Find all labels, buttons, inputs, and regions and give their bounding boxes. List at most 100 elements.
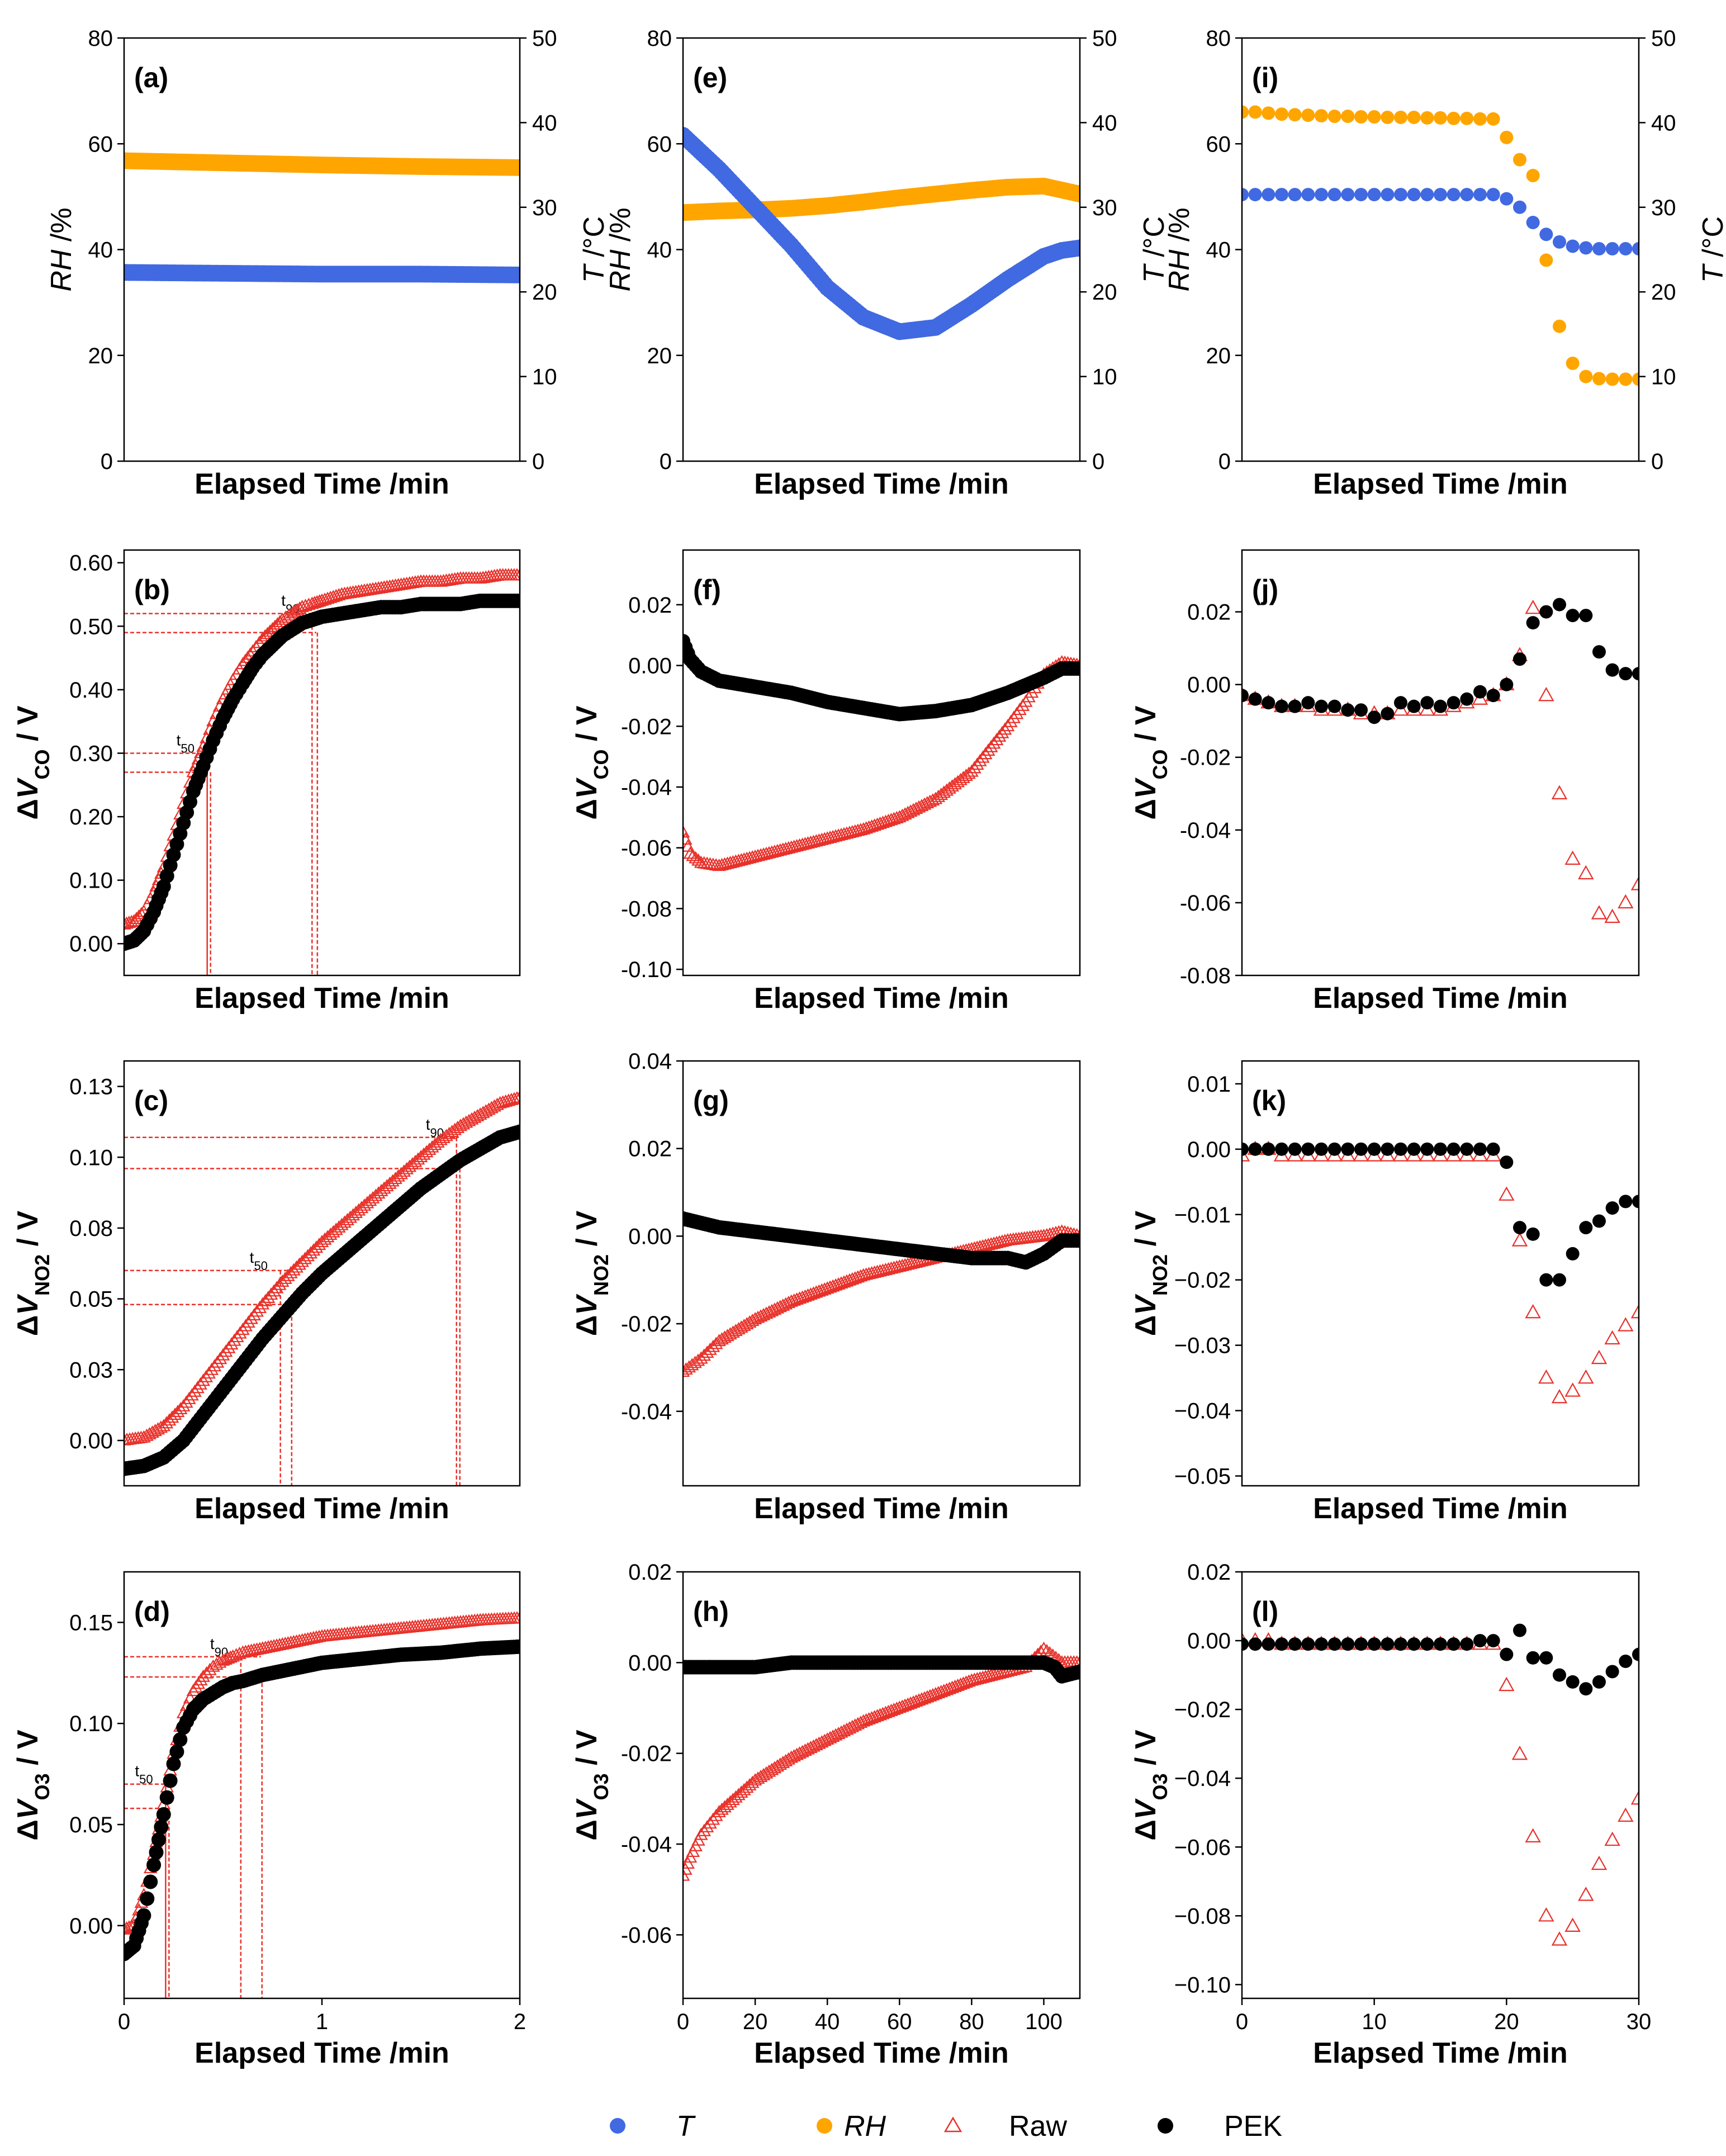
data-point bbox=[884, 1703, 898, 1716]
data-point bbox=[224, 1337, 239, 1350]
data-point bbox=[1526, 1227, 1540, 1241]
data-point bbox=[873, 1708, 887, 1721]
data-point bbox=[987, 1236, 1001, 1249]
y-axis-label: ΔVCO / V bbox=[12, 705, 54, 819]
data-point bbox=[912, 1254, 926, 1267]
data-point bbox=[694, 1827, 708, 1840]
data-point bbox=[951, 1678, 965, 1691]
data-point bbox=[697, 1823, 711, 1836]
plot-area bbox=[124, 1090, 520, 1476]
data-point bbox=[940, 1683, 954, 1695]
data-point bbox=[210, 1355, 225, 1368]
data-point bbox=[903, 1257, 918, 1269]
legend-item-T: T bbox=[610, 2110, 696, 2143]
data-point bbox=[439, 1129, 453, 1141]
y-tick-label: −0.02 bbox=[1174, 1268, 1231, 1293]
data-point bbox=[513, 593, 520, 608]
data-point bbox=[1327, 1637, 1341, 1651]
data-point bbox=[501, 1093, 516, 1106]
data-point bbox=[1073, 661, 1080, 676]
data-point bbox=[233, 1326, 247, 1339]
data-point bbox=[998, 722, 1012, 735]
data-point bbox=[770, 844, 785, 856]
data-point bbox=[1486, 1634, 1500, 1648]
data-point bbox=[249, 639, 263, 652]
plot-area bbox=[124, 568, 520, 951]
data-point bbox=[264, 1287, 278, 1300]
data-point bbox=[1341, 703, 1355, 717]
axes-frame bbox=[123, 37, 521, 462]
data-point bbox=[320, 591, 335, 604]
y-axis-label: RH /% bbox=[45, 207, 78, 291]
data-point bbox=[889, 1702, 904, 1714]
y-tick-label: -0.06 bbox=[1180, 891, 1231, 916]
y-tick-label: 0.05 bbox=[69, 1287, 113, 1312]
data-point bbox=[1248, 1637, 1262, 1651]
data-point bbox=[1605, 372, 1619, 386]
data-point bbox=[1538, 686, 1554, 702]
data-point bbox=[1630, 1304, 1639, 1319]
data-point bbox=[511, 159, 520, 176]
data-point bbox=[332, 587, 346, 600]
y-ticks: −0.05 −0.04 −0.03 −0.02 −0.01 0.00 0.01 bbox=[1174, 1072, 1242, 1489]
data-point bbox=[804, 1287, 818, 1300]
data-point bbox=[703, 1816, 717, 1829]
data-point bbox=[1262, 188, 1275, 202]
y-tick-label: 0.13 bbox=[69, 1075, 113, 1100]
y-tick-label: 0.03 bbox=[69, 1358, 113, 1382]
data-point bbox=[245, 644, 260, 657]
y-ticks: 0.00 0.05 0.10 0.15 bbox=[69, 1610, 124, 1939]
data-point bbox=[942, 781, 956, 794]
data-point bbox=[1248, 188, 1262, 202]
y-tick-label: 0.15 bbox=[69, 1610, 113, 1635]
panel-k: −0.05 −0.04 −0.03 −0.02 −0.01 0.00 0.01 Elapsed… bbox=[1130, 1060, 1640, 1525]
data-point bbox=[937, 785, 951, 798]
y-ticks: −0.10 −0.08 −0.06 −0.04 −0.02 0.00 0.02 bbox=[1174, 1560, 1242, 1997]
data-point bbox=[1500, 1647, 1514, 1661]
data-point bbox=[978, 747, 993, 760]
data-point bbox=[156, 1807, 171, 1822]
data-point bbox=[1315, 699, 1328, 713]
data-point bbox=[756, 847, 771, 860]
data-point bbox=[862, 820, 876, 833]
data-point bbox=[807, 835, 821, 847]
data-point bbox=[892, 1700, 907, 1713]
data-point bbox=[166, 1756, 181, 1771]
data-point bbox=[781, 841, 795, 854]
data-point bbox=[1420, 188, 1434, 202]
data-point bbox=[784, 1294, 798, 1307]
data-point bbox=[1499, 1676, 1515, 1691]
panel-label: (d) bbox=[134, 1596, 170, 1627]
data-point bbox=[742, 851, 757, 864]
data-point bbox=[511, 266, 520, 283]
data-point bbox=[992, 1235, 1007, 1248]
y-ticks: -0.08 -0.06 -0.04 -0.02 0.00 0.02 bbox=[1180, 600, 1242, 988]
data-point bbox=[513, 568, 520, 581]
legend-item-RH: RH bbox=[817, 2110, 886, 2143]
data-point bbox=[1262, 106, 1275, 120]
guide-label-t90: t90 bbox=[210, 1635, 228, 1659]
y-axis-label: ΔVNO2 / V bbox=[12, 1211, 54, 1336]
data-point bbox=[1288, 188, 1302, 202]
y-axis-label: ΔVO3 / V bbox=[12, 1729, 54, 1840]
y-tick-label: 0.05 bbox=[69, 1813, 113, 1837]
data-point bbox=[876, 816, 890, 828]
y-axis-label: ΔVO3 / V bbox=[571, 1729, 613, 1840]
data-point bbox=[207, 1359, 222, 1372]
data-point bbox=[795, 1290, 809, 1303]
data-point bbox=[1460, 111, 1474, 125]
data-point bbox=[1301, 188, 1315, 202]
series-Raw bbox=[1242, 599, 1639, 923]
data-point bbox=[848, 1271, 862, 1284]
y-ticks: 0.00 0.10 0.20 0.30 0.40 0.50 0.60 bbox=[69, 551, 124, 956]
data-point bbox=[840, 1274, 854, 1287]
data-point bbox=[1288, 108, 1302, 122]
data-point bbox=[229, 1648, 243, 1661]
data-point bbox=[1513, 652, 1526, 666]
data-point bbox=[1420, 696, 1434, 710]
data-point bbox=[261, 1290, 276, 1303]
data-point bbox=[831, 1277, 846, 1290]
data-point bbox=[984, 1668, 998, 1681]
y2-tick-label: 30 bbox=[532, 196, 557, 220]
y2-tick-label: 20 bbox=[532, 280, 557, 305]
